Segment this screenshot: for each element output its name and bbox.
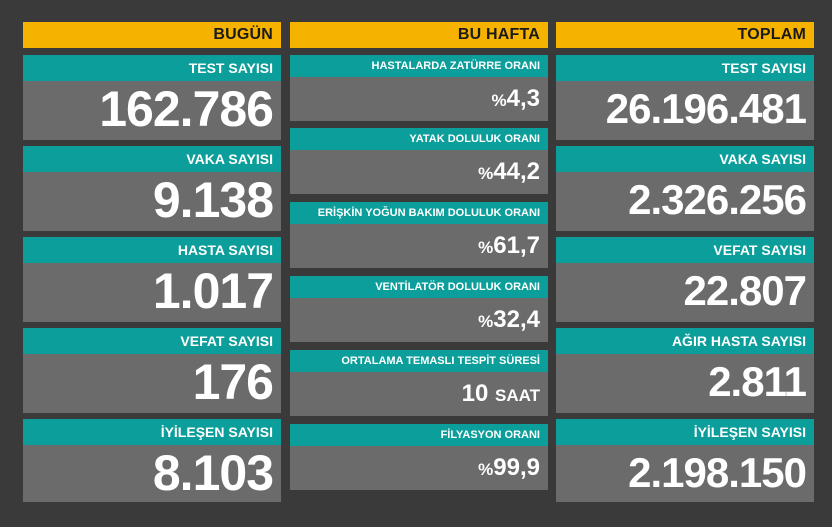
total-cases-label: VAKA SAYISI: [556, 146, 814, 172]
total-recovered-label: İYİLEŞEN SAYISI: [556, 419, 814, 445]
week-bed-occupancy-label: YATAK DOLULUK ORANI: [290, 128, 548, 150]
week-contact-detection-label: ORTALAMA TEMASLI TESPİT SÜRESİ: [290, 350, 548, 372]
total-recovered-value: 2.198.150: [628, 449, 807, 496]
week-header: BU HAFTA: [290, 22, 548, 48]
today-test-value: 162.786: [99, 81, 274, 137]
total-header: TOPLAM: [556, 22, 814, 48]
week-icu-occupancy-label: ERİŞKİN YOĞUN BAKIM DOLULUK ORANI: [290, 202, 548, 224]
week-contact-detection-card: ORTALAMA TEMASLI TESPİT SÜRESİ 10 SAAT: [290, 350, 548, 416]
total-test-value: 26.196.481: [605, 85, 807, 132]
week-pneumonia-value: %4,3: [491, 85, 541, 112]
week-icu-occupancy-value: %61,7: [478, 232, 540, 259]
total-test-card: TEST SAYISI 26.196.481: [556, 55, 814, 140]
week-pneumonia-label: HASTALARDA ZATÜRRE ORANI: [290, 55, 548, 77]
today-recovered-label: İYİLEŞEN SAYISI: [23, 419, 281, 445]
today-cases-value: 9.138: [152, 172, 274, 228]
week-pneumonia-card: HASTALARDA ZATÜRRE ORANI %4,3: [290, 55, 548, 121]
total-deaths-value: 22.807: [683, 267, 807, 314]
week-filiation-value: %99,9: [478, 454, 540, 481]
week-bed-occupancy-value: %44,2: [478, 158, 540, 185]
today-column: BUGÜN TEST SAYISI 162.786 VAKA SAYISI 9.…: [23, 22, 281, 502]
week-ventilator-occupancy-label: VENTİLATÖR DOLULUK ORANI: [290, 276, 548, 298]
total-cases-value: 2.326.256: [628, 176, 807, 223]
week-bed-occupancy-card: YATAK DOLULUK ORANI %44,2: [290, 128, 548, 194]
total-column: TOPLAM TEST SAYISI 26.196.481 VAKA SAYIS…: [556, 22, 814, 502]
total-test-label: TEST SAYISI: [556, 55, 814, 81]
week-contact-detection-value: 10 SAAT: [461, 380, 540, 407]
total-cases-card: VAKA SAYISI 2.326.256: [556, 146, 814, 231]
week-filiation-label: FİLYASYON ORANI: [290, 424, 548, 446]
total-deaths-label: VEFAT SAYISI: [556, 237, 814, 263]
week-icu-occupancy-card: ERİŞKİN YOĞUN BAKIM DOLULUK ORANI %61,7: [290, 202, 548, 268]
total-critical-card: AĞIR HASTA SAYISI 2.811: [556, 328, 814, 413]
today-recovered-value: 8.103: [152, 445, 274, 501]
week-column: BU HAFTA HASTALARDA ZATÜRRE ORANI %4,3 Y…: [290, 22, 548, 490]
today-test-label: TEST SAYISI: [23, 55, 281, 81]
total-recovered-card: İYİLEŞEN SAYISI 2.198.150: [556, 419, 814, 502]
today-patients-card: HASTA SAYISI 1.017: [23, 237, 281, 322]
today-cases-card: VAKA SAYISI 9.138: [23, 146, 281, 231]
today-deaths-value: 176: [192, 354, 274, 410]
total-deaths-card: VEFAT SAYISI 22.807: [556, 237, 814, 322]
today-test-card: TEST SAYISI 162.786: [23, 55, 281, 140]
total-critical-label: AĞIR HASTA SAYISI: [556, 328, 814, 354]
today-patients-label: HASTA SAYISI: [23, 237, 281, 263]
week-filiation-card: FİLYASYON ORANI %99,9: [290, 424, 548, 490]
week-ventilator-occupancy-card: VENTİLATÖR DOLULUK ORANI %32,4: [290, 276, 548, 342]
week-ventilator-occupancy-value: %32,4: [478, 306, 540, 333]
today-patients-value: 1.017: [152, 263, 274, 319]
today-deaths-card: VEFAT SAYISI 176: [23, 328, 281, 413]
today-header: BUGÜN: [23, 22, 281, 48]
today-recovered-card: İYİLEŞEN SAYISI 8.103: [23, 419, 281, 502]
today-deaths-label: VEFAT SAYISI: [23, 328, 281, 354]
total-critical-value: 2.811: [708, 358, 807, 405]
today-cases-label: VAKA SAYISI: [23, 146, 281, 172]
